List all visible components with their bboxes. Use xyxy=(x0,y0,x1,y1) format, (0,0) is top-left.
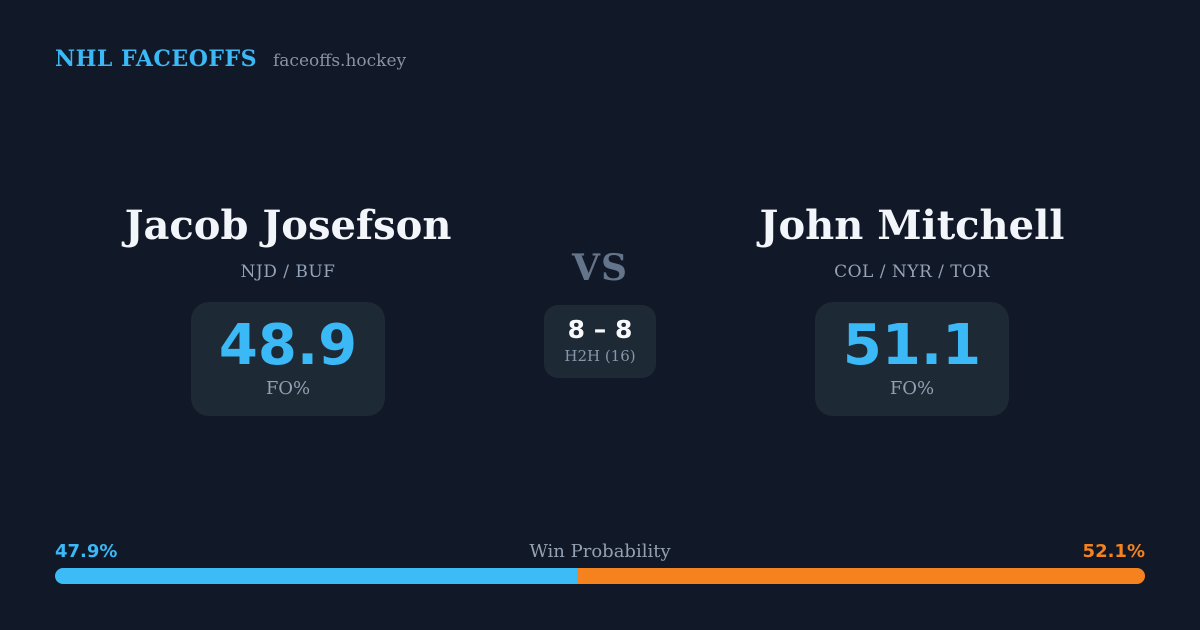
player-name-left: Jacob Josefson xyxy=(124,202,452,249)
fo-stat-box-right: 51.1 FO% xyxy=(814,302,1010,416)
h2h-box: 8 – 8 H2H (16) xyxy=(544,305,656,378)
player-teams-right: COL / NYR / TOR xyxy=(834,262,990,282)
h2h-label: H2H (16) xyxy=(564,347,636,365)
win-bar-left-segment xyxy=(55,568,578,584)
player-teams-left: NJD / BUF xyxy=(240,262,336,282)
player-name-right: John Mitchell xyxy=(759,202,1065,249)
player-panel-left: Jacob Josefson NJD / BUF 48.9 FO% xyxy=(78,203,498,416)
win-probability-labels: 47.9% Win Probability 52.1% xyxy=(55,541,1145,563)
win-probability-bar xyxy=(55,568,1145,584)
brand-logo-text: NHL FACEOFFS xyxy=(55,46,257,72)
win-bar-right-segment xyxy=(577,568,1145,584)
win-probability-title: Win Probability xyxy=(529,541,671,562)
fo-label-right: FO% xyxy=(889,378,935,399)
fo-value-left: 48.9 xyxy=(218,313,358,378)
win-probability-left-pct: 47.9% xyxy=(55,541,118,562)
win-probability-right-pct: 52.1% xyxy=(1082,541,1145,562)
fo-value-right: 51.1 xyxy=(842,313,982,378)
site-url-text: faceoffs.hockey xyxy=(273,51,407,71)
fo-stat-box-left: 48.9 FO% xyxy=(190,302,386,416)
header: NHL FACEOFFS faceoffs.hockey xyxy=(55,46,406,72)
matchup-center: VS 8 – 8 H2H (16) xyxy=(500,247,700,378)
player-panel-right: John Mitchell COL / NYR / TOR 51.1 FO% xyxy=(702,203,1122,416)
vs-label: VS xyxy=(572,247,628,289)
fo-label-left: FO% xyxy=(265,378,311,399)
h2h-score: 8 – 8 xyxy=(567,315,633,344)
